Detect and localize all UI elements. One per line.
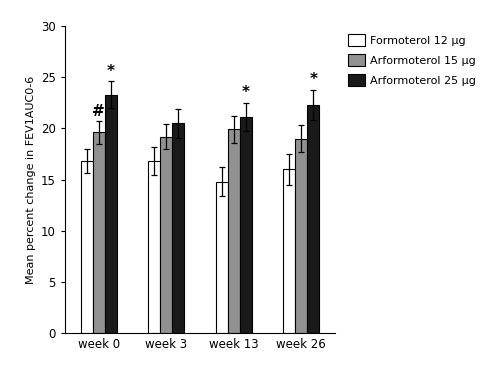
Text: #: # xyxy=(92,104,105,119)
Bar xyxy=(216,181,228,333)
Bar xyxy=(308,105,320,333)
Bar xyxy=(92,132,105,333)
Bar xyxy=(295,139,308,333)
Bar xyxy=(283,169,295,333)
Bar xyxy=(228,129,240,333)
Bar xyxy=(172,123,184,333)
Y-axis label: Mean percent change in FEV1AUC0-6: Mean percent change in FEV1AUC0-6 xyxy=(26,76,36,283)
Text: *: * xyxy=(242,85,250,100)
Bar xyxy=(105,95,117,333)
Bar xyxy=(240,117,252,333)
Text: *: * xyxy=(310,72,318,87)
Legend: Formoterol 12 μg, Arformoterol 15 μg, Arformoterol 25 μg: Formoterol 12 μg, Arformoterol 15 μg, Ar… xyxy=(346,32,478,88)
Bar xyxy=(148,161,160,333)
Bar xyxy=(160,137,172,333)
Text: *: * xyxy=(107,64,115,79)
Bar xyxy=(80,161,92,333)
